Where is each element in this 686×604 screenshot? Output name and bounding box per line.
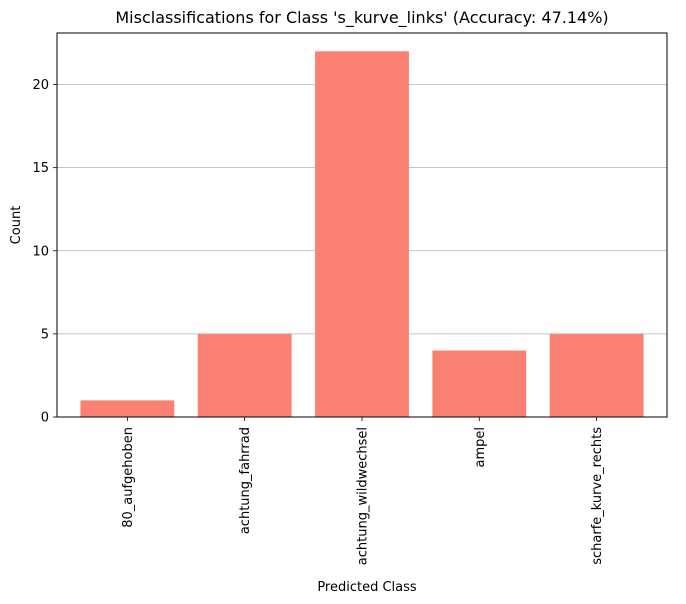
bar-scharfe_kurve_rechts [549,333,644,417]
x-axis-label: Predicted Class [317,580,417,595]
y-tick-label: 5 [41,327,49,342]
x-tick-label: scharfe_kurve_rechts [590,427,605,565]
y-tick-label: 10 [32,244,49,259]
bars-layer [80,51,644,418]
x-tick-label: achtung_wildwechsel [356,427,371,565]
x-tick-label: 80_aufgehoben [121,427,136,528]
bar-80_aufgehoben [80,400,175,417]
bar-achtung_wildwechsel [315,51,409,418]
y-tick-label: 15 [32,161,49,176]
y-axis-label: Count [9,206,24,245]
bar-achtung_fahrrad [197,333,292,417]
x-tick-label: achtung_fahrrad [238,427,253,534]
y-tick-label: 0 [41,411,49,426]
x-tick-label: ampel [473,427,488,468]
chart-title: Misclassifications for Class 's_kurve_li… [115,8,608,28]
bar-ampel [432,350,527,417]
y-axis-ticks: 0 5 10 15 20 [32,78,57,426]
y-tick-label: 20 [32,78,49,93]
x-axis-ticks: 80_aufgehoben achtung_fahrrad achtung_wild… [121,417,605,565]
